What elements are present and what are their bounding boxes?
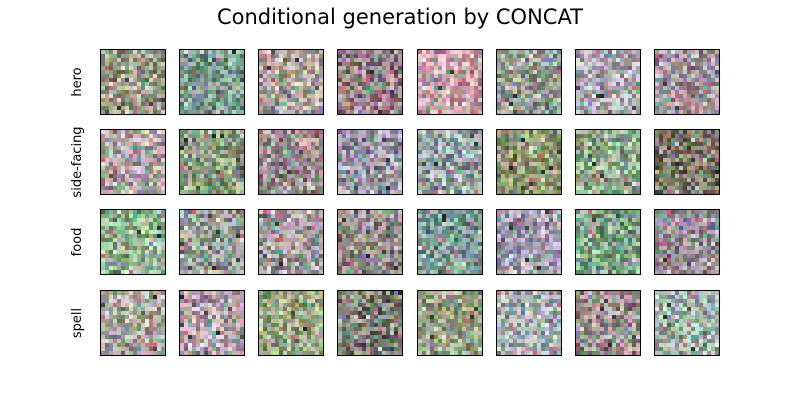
noise-pixels <box>338 130 402 194</box>
noise-pixels <box>101 210 165 274</box>
noise-pixels <box>259 291 323 355</box>
sample-image-spell-2 <box>179 290 245 356</box>
noise-pixels <box>180 210 244 274</box>
noise-pixels <box>655 210 719 274</box>
noise-pixels <box>338 210 402 274</box>
noise-pixels <box>497 50 561 114</box>
sample-image-spell-8 <box>654 290 720 356</box>
sample-image-spell-1 <box>100 290 166 356</box>
row-label-spell: spell <box>70 307 85 339</box>
noise-pixels <box>101 50 165 114</box>
sample-image-side-facing-1 <box>100 129 166 195</box>
sample-image-food-7 <box>575 209 641 275</box>
noise-pixels <box>497 210 561 274</box>
sample-image-hero-8 <box>654 49 720 115</box>
sample-image-side-facing-7 <box>575 129 641 195</box>
noise-pixels <box>259 210 323 274</box>
sample-image-food-3 <box>258 209 324 275</box>
sample-image-food-8 <box>654 209 720 275</box>
noise-pixels <box>576 210 640 274</box>
noise-pixels <box>180 291 244 355</box>
sample-image-spell-5 <box>417 290 483 356</box>
noise-pixels <box>418 210 482 274</box>
sample-image-food-5 <box>417 209 483 275</box>
noise-pixels <box>418 50 482 114</box>
sample-image-spell-3 <box>258 290 324 356</box>
noise-pixels <box>497 291 561 355</box>
sample-image-side-facing-5 <box>417 129 483 195</box>
sample-image-side-facing-3 <box>258 129 324 195</box>
noise-pixels <box>101 130 165 194</box>
row-label-hero: hero <box>70 67 85 97</box>
sample-image-hero-2 <box>179 49 245 115</box>
row-label-food: food <box>70 227 85 257</box>
sample-image-hero-6 <box>496 49 562 115</box>
noise-pixels <box>338 50 402 114</box>
noise-pixels <box>418 291 482 355</box>
noise-pixels <box>180 50 244 114</box>
sample-image-spell-6 <box>496 290 562 356</box>
sample-image-side-facing-8 <box>654 129 720 195</box>
noise-pixels <box>576 50 640 114</box>
sample-image-food-6 <box>496 209 562 275</box>
noise-pixels <box>180 130 244 194</box>
sample-image-hero-7 <box>575 49 641 115</box>
noise-pixels <box>576 130 640 194</box>
sample-image-food-4 <box>337 209 403 275</box>
sample-image-spell-7 <box>575 290 641 356</box>
sample-image-side-facing-4 <box>337 129 403 195</box>
sample-image-side-facing-2 <box>179 129 245 195</box>
row-label-side-facing: side-facing <box>70 126 85 198</box>
sample-image-hero-5 <box>417 49 483 115</box>
noise-pixels <box>259 130 323 194</box>
sample-image-hero-4 <box>337 49 403 115</box>
figure-title: Conditional generation by CONCAT <box>216 5 584 29</box>
noise-pixels <box>497 130 561 194</box>
sample-image-side-facing-6 <box>496 129 562 195</box>
noise-pixels <box>655 130 719 194</box>
noise-pixels <box>338 291 402 355</box>
sample-image-hero-1 <box>100 49 166 115</box>
noise-pixels <box>418 130 482 194</box>
sample-image-food-2 <box>179 209 245 275</box>
noise-pixels <box>655 291 719 355</box>
sample-image-hero-3 <box>258 49 324 115</box>
noise-pixels <box>259 50 323 114</box>
sample-image-food-1 <box>100 209 166 275</box>
noise-pixels <box>101 291 165 355</box>
sample-image-spell-4 <box>337 290 403 356</box>
noise-pixels <box>655 50 719 114</box>
noise-pixels <box>576 291 640 355</box>
